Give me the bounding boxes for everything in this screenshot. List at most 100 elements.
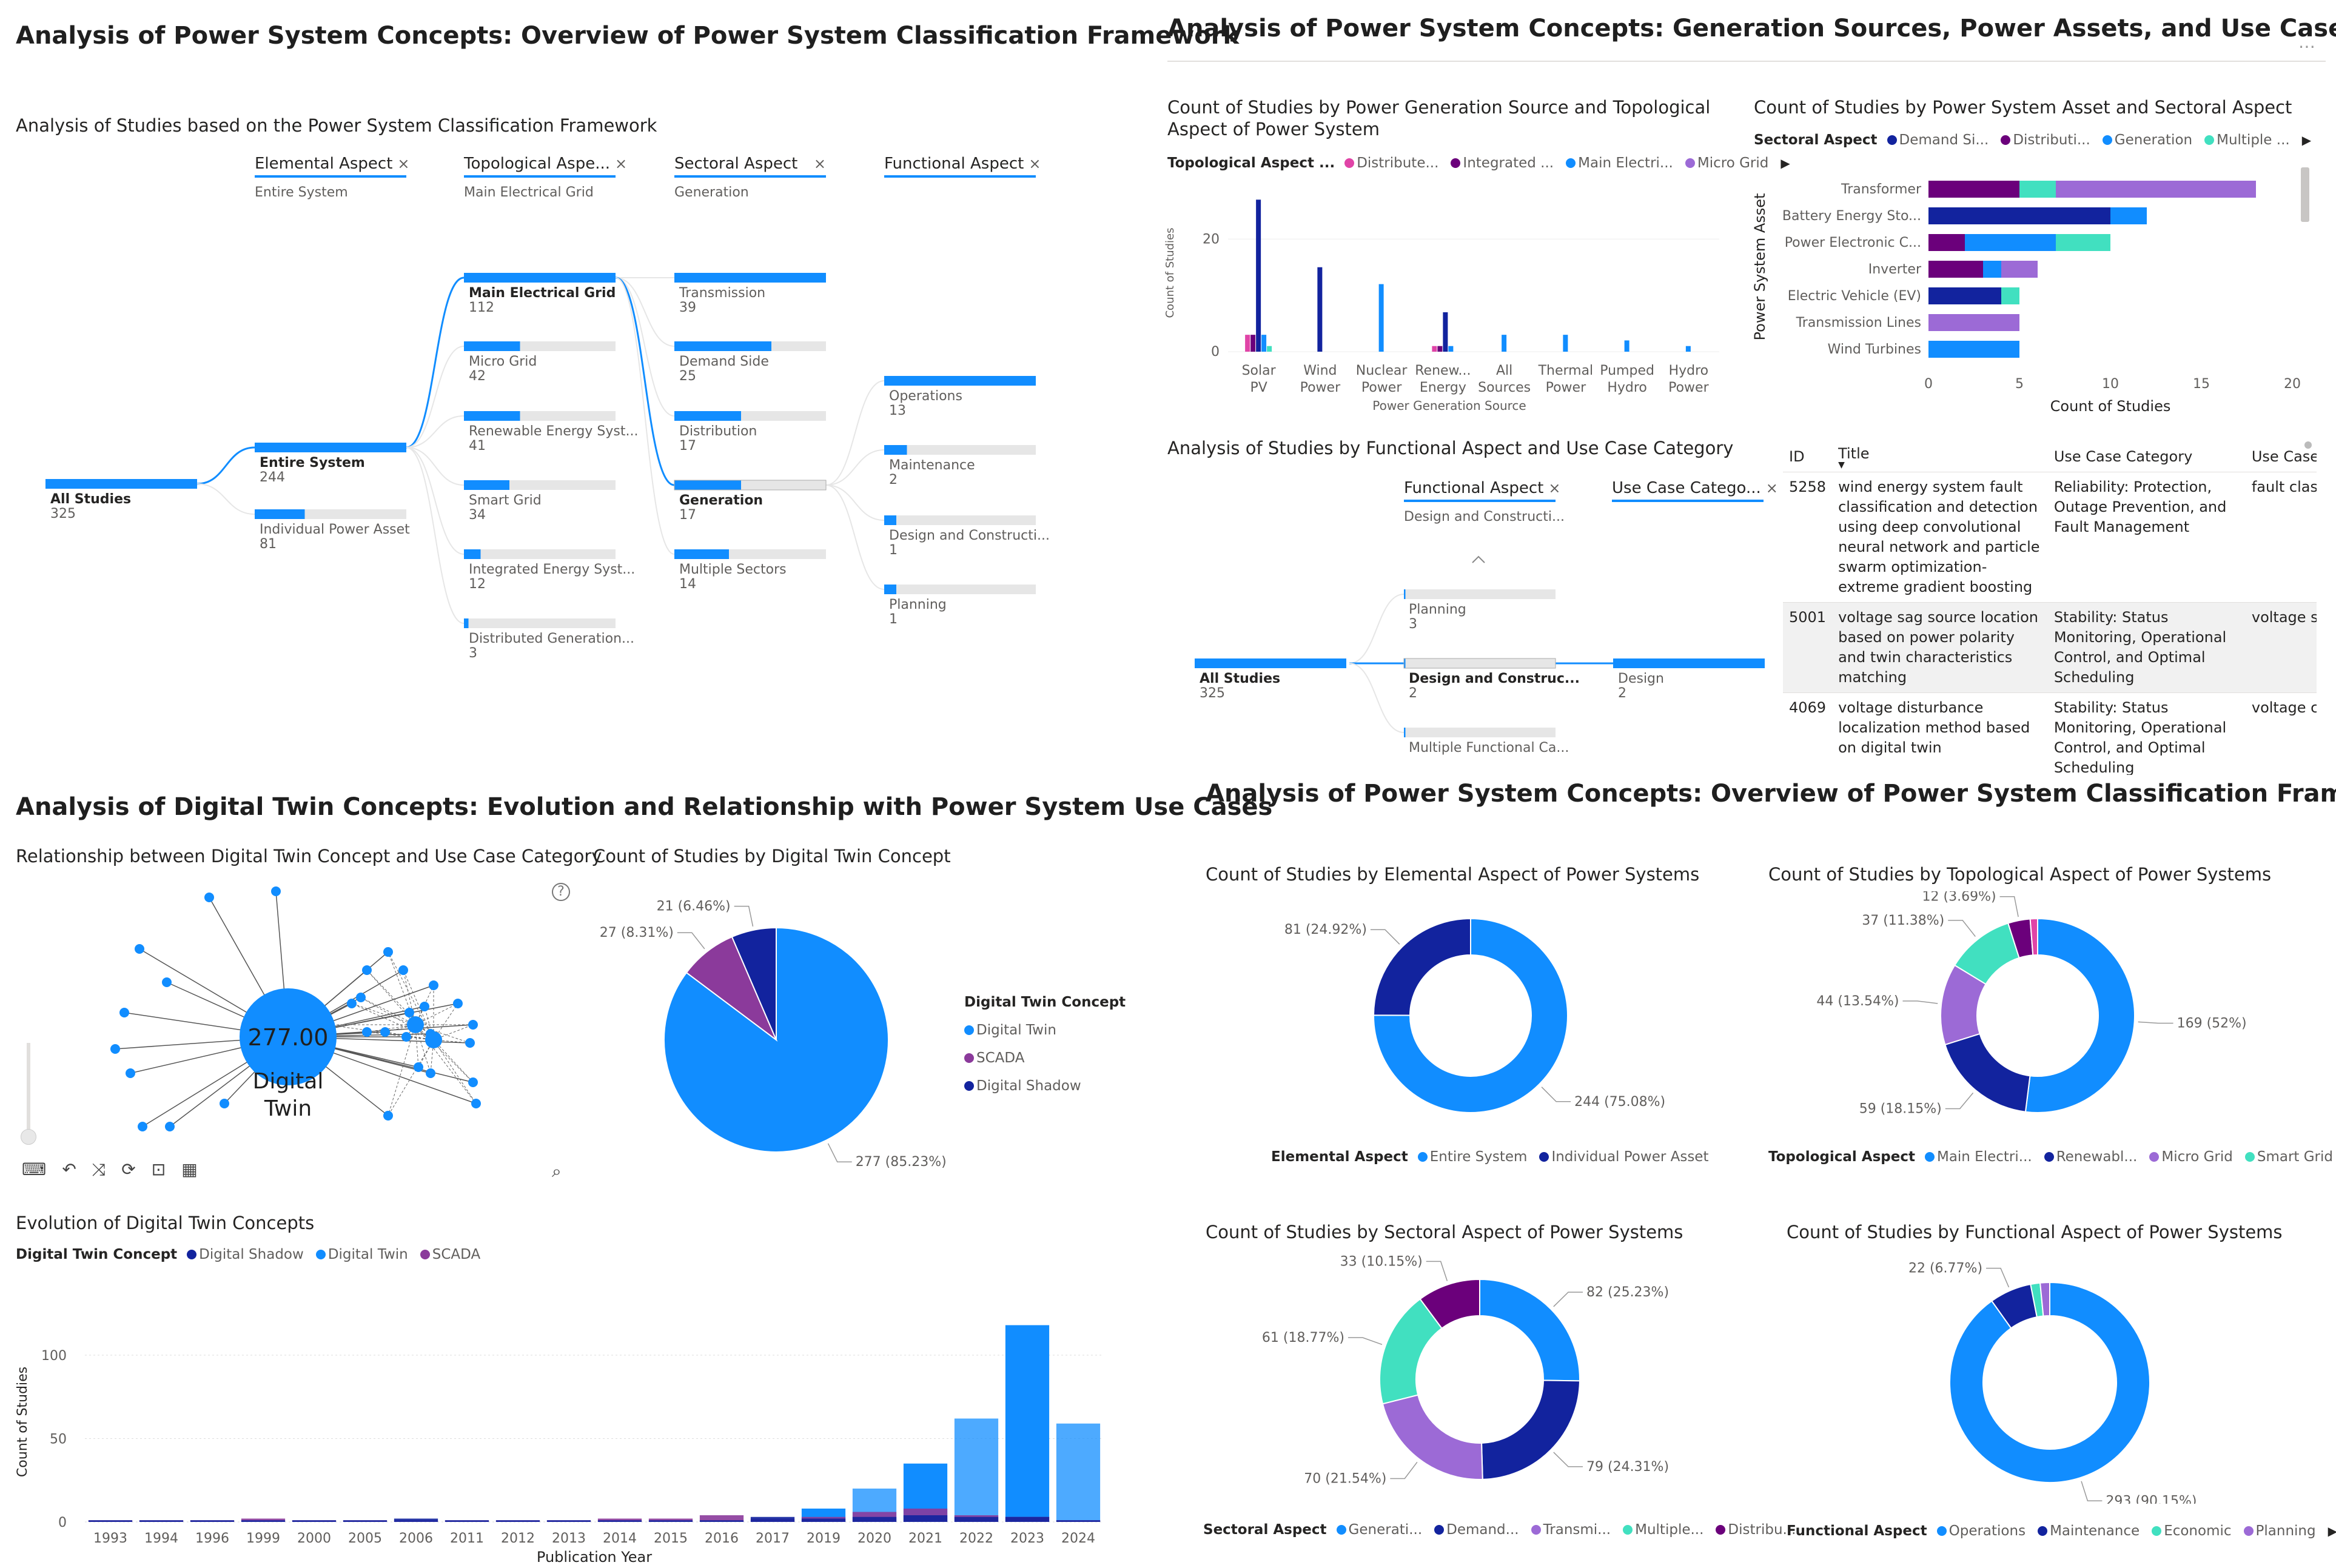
ribbon-segment[interactable] (597, 1520, 642, 1522)
close-icon[interactable]: × (1765, 480, 1778, 497)
ribbon-segment[interactable] (852, 1516, 897, 1522)
node-bar[interactable] (674, 411, 741, 421)
legend-item[interactable]: Micro Grid (1685, 155, 1768, 171)
ribbon-segment[interactable] (343, 1520, 388, 1522)
legend-item[interactable]: Main Electri... (1924, 1149, 2032, 1165)
bar[interactable] (1928, 287, 2001, 304)
decomp-header-functional[interactable]: Functional Aspect × (884, 155, 1041, 178)
bar[interactable] (1256, 199, 1261, 352)
legend-item[interactable]: Demand Si... (1887, 132, 1989, 148)
ribbon-segment[interactable] (88, 1520, 133, 1522)
bar[interactable] (1378, 284, 1384, 352)
close-icon[interactable]: × (813, 155, 826, 172)
scroll-indicator[interactable] (2304, 441, 2312, 449)
bar[interactable] (1245, 335, 1250, 352)
legend-item[interactable]: Digital Twin (315, 1247, 408, 1262)
asset-sector-chart[interactable]: 0 5 10 15 20 Count of Studies Power System Ass… (1747, 164, 2317, 418)
legend-next-icon[interactable]: ▶ (2301, 133, 2312, 147)
network-node[interactable] (468, 1077, 478, 1087)
slice[interactable] (2039, 1281, 2050, 1317)
network-center-node[interactable] (240, 988, 337, 1085)
bar[interactable] (1928, 341, 2019, 358)
network-node[interactable] (162, 977, 172, 987)
legend-item[interactable]: SCADA (420, 1247, 480, 1262)
bar[interactable] (1432, 346, 1437, 352)
node-bar[interactable] (255, 443, 406, 452)
bar[interactable] (2056, 234, 2110, 251)
bar[interactable] (1928, 207, 2110, 224)
network-node[interactable] (380, 1027, 390, 1037)
col-header-category[interactable]: Use Case Category (2053, 448, 2193, 465)
ribbon-segment[interactable] (546, 1520, 591, 1522)
network-node[interactable] (426, 1068, 435, 1078)
ribbon-segment[interactable] (495, 1520, 540, 1522)
legend-item[interactable]: Multiple ... (2204, 132, 2290, 148)
functional-donut[interactable]: 293 (90.15%) 22 (6.77%) (1759, 1249, 2317, 1504)
node-bar[interactable] (464, 273, 616, 283)
ribbon-segment[interactable] (801, 1518, 846, 1523)
slice[interactable] (1481, 1379, 1580, 1480)
legend-item[interactable]: SCADA (964, 1044, 1118, 1072)
decomp2-header-functional[interactable]: Functional Aspect × Design and Constructi… (1404, 479, 1565, 524)
network-node[interactable] (110, 1044, 120, 1054)
evolution-chart[interactable]: 0 50 100 Count of Studies 1993 1994 1996 1999 20… (6, 1273, 1122, 1564)
network-node[interactable] (362, 1027, 372, 1037)
node-bar[interactable] (45, 479, 197, 489)
bar[interactable] (2110, 207, 2147, 224)
ribbon-segment[interactable] (1056, 1520, 1101, 1522)
ribbon-segment[interactable] (699, 1515, 744, 1522)
ribbon-segment[interactable] (445, 1520, 489, 1522)
topological-donut[interactable]: 169 (52%) 59 (18.15%) 44 (13.54%) 37 (11.38… (1753, 891, 2311, 1146)
bar[interactable] (1261, 335, 1267, 352)
legend-item[interactable]: Distribute... (1344, 155, 1438, 171)
close-icon[interactable]: × (614, 155, 628, 172)
network-node[interactable] (471, 1099, 481, 1108)
ribbon-segment[interactable] (139, 1520, 184, 1522)
bar[interactable] (1685, 346, 1691, 352)
node-bar[interactable] (884, 376, 1036, 386)
gen-source-chart[interactable]: 0 20 Count of Studies Solar PV Wind Power Nucle… (1161, 182, 1725, 424)
bar[interactable] (1965, 234, 2056, 251)
bar[interactable] (2001, 287, 2019, 304)
studies-table[interactable]: ID Title ▼ Use Case Category Use Case 525… (1783, 441, 2317, 775)
slice[interactable] (1419, 1278, 1480, 1330)
close-icon[interactable]: × (397, 155, 410, 172)
decomp-header-topological[interactable]: Topological Aspe... × Main Electrical Gri… (464, 155, 627, 200)
node-bar[interactable] (464, 341, 520, 351)
slice[interactable] (1479, 1278, 1580, 1382)
table-row[interactable]: 5258 wind energy system fault classifica… (1783, 472, 2317, 603)
network-node[interactable] (119, 1008, 129, 1017)
network-node[interactable] (404, 1008, 414, 1017)
more-options-icon[interactable]: ⋯ (2298, 36, 2315, 56)
network-node[interactable] (465, 1038, 475, 1048)
network-node[interactable] (383, 947, 393, 957)
bar[interactable] (1443, 312, 1448, 352)
ribbon-segment[interactable] (394, 1518, 438, 1523)
network-node[interactable] (165, 1122, 175, 1131)
legend-item[interactable]: Transmi... (1531, 1522, 1611, 1538)
legend-item[interactable]: Digital Twin (964, 1016, 1118, 1044)
bar[interactable] (1928, 234, 1965, 251)
legend-item[interactable]: Integrated ... (1451, 155, 1554, 171)
grid-icon[interactable]: ▦ (181, 1159, 198, 1179)
slice[interactable] (1381, 1394, 1483, 1480)
zoom-slider[interactable] (27, 1043, 30, 1140)
node-bar[interactable] (1613, 658, 1765, 668)
network-node[interactable] (468, 1020, 478, 1030)
node-bar[interactable] (884, 445, 907, 455)
network-node[interactable] (414, 1062, 423, 1072)
node-bar[interactable] (674, 549, 729, 559)
ribbon-segment[interactable] (190, 1520, 235, 1522)
legend-item[interactable]: Planning (2243, 1523, 2316, 1539)
decomp-header-sectoral[interactable]: Sectoral Aspect × Generation (674, 155, 826, 200)
node-bar[interactable] (464, 549, 481, 559)
legend-next-icon[interactable]: ▶ (1781, 156, 1790, 170)
bar[interactable] (1250, 335, 1256, 352)
slice[interactable] (1949, 1281, 2150, 1483)
table-row[interactable]: 5001 voltage sag source location based o… (1783, 602, 2317, 693)
legend-item[interactable]: Generation (2102, 132, 2192, 148)
decomp2-header-usecase[interactable]: Use Case Catego... × (1612, 479, 1778, 502)
